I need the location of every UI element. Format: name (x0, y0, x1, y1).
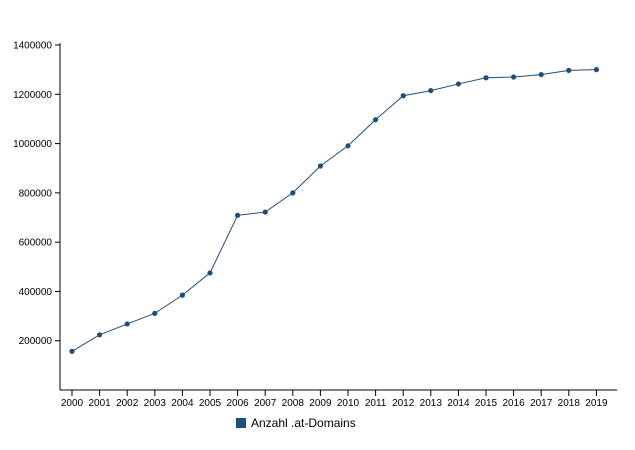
x-tick-label: 2013 (420, 398, 443, 409)
y-tick-label: 400000 (19, 287, 53, 298)
y-tick-label: 800000 (19, 188, 53, 199)
data-point (179, 292, 185, 298)
x-axis: 2000 2001 2002 2003 2004 2005 2006 2007 2008 2009… (60, 389, 617, 409)
data-point (235, 212, 241, 218)
x-tick-label: 2002 (116, 398, 139, 409)
x-tick-label: 2010 (337, 398, 360, 409)
data-point (566, 67, 572, 73)
data-point (262, 209, 268, 215)
x-tick-label: 2003 (144, 398, 167, 409)
legend: Anzahl .at-Domains (236, 416, 356, 430)
data-point (207, 270, 213, 276)
legend-label: Anzahl .at-Domains (251, 416, 356, 430)
x-tick-label: 2000 (61, 398, 84, 409)
x-tick-label: 2016 (502, 398, 525, 409)
y-tick-label: 200000 (19, 336, 53, 347)
data-point (97, 332, 103, 338)
x-tick-label: 2004 (171, 398, 194, 409)
series-layer (69, 67, 600, 354)
x-tick-label: 2015 (475, 398, 498, 409)
data-point (593, 67, 600, 73)
data-point (483, 75, 489, 81)
data-point (400, 93, 406, 99)
data-point (69, 348, 75, 354)
data-point (124, 321, 130, 327)
x-tick-label: 2017 (530, 398, 553, 409)
data-point (152, 310, 158, 316)
x-tick-label: 2005 (199, 398, 222, 409)
x-tick-label: 2018 (558, 398, 581, 409)
x-tick-label: 2001 (88, 398, 111, 409)
data-point (510, 74, 517, 80)
y-tick-label: 1200000 (13, 90, 52, 101)
x-tick-label: 2014 (447, 398, 470, 409)
data-point (455, 81, 461, 87)
x-tick-label: 2008 (282, 398, 305, 409)
y-tick-label: 600000 (19, 238, 53, 249)
x-tick-label: 2011 (365, 398, 387, 409)
data-point (290, 190, 296, 196)
x-tick-label: 2006 (226, 398, 249, 409)
data-point (428, 87, 434, 94)
x-tick-label: 2009 (309, 398, 332, 409)
x-tick-label: 2019 (585, 398, 608, 409)
data-point (317, 163, 323, 169)
legend-swatch (236, 418, 246, 428)
x-tick-label: 2012 (392, 398, 415, 409)
y-tick-label: 1400000 (13, 41, 52, 52)
data-point (345, 143, 351, 149)
series-line (71, 69, 597, 352)
y-tick-label: 1000000 (13, 139, 52, 150)
x-tick-label: 2007 (254, 398, 277, 409)
data-point (538, 71, 544, 78)
data-point (373, 117, 379, 123)
y-axis: 200000 400000 600000 800000 1000000 1200000 14… (13, 41, 61, 390)
